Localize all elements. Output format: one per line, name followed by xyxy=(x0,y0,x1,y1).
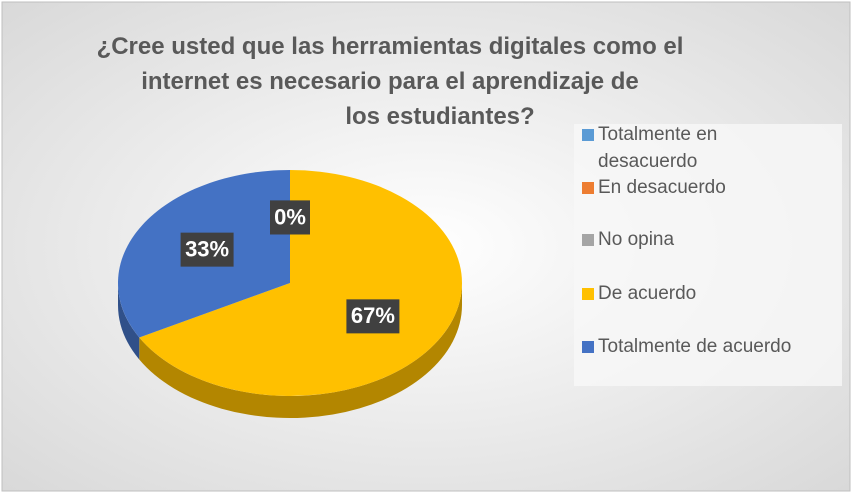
legend-box xyxy=(574,124,842,386)
data-label: 33% xyxy=(185,236,229,261)
data-label-box xyxy=(270,200,310,235)
legend-label: Totalmente en desacuerdo xyxy=(598,124,717,172)
pie-slice xyxy=(139,170,462,396)
legend-label: En desacuerdo xyxy=(598,177,726,198)
legend-swatch xyxy=(582,182,594,194)
data-label: 67% xyxy=(351,303,395,328)
data-label: 0% xyxy=(274,204,306,229)
legend: Totalmente en desacuerdo En desacuerdo No o… xyxy=(582,124,791,357)
chart-title: ¿Cree usted que las herramientas digital… xyxy=(97,33,684,130)
legend-label: No opina xyxy=(598,229,674,250)
chart-title-text: ¿Cree usted que las herramientas digital… xyxy=(97,33,684,130)
pie-slice-side xyxy=(118,283,140,360)
pie xyxy=(118,170,462,419)
pie-slice-side xyxy=(139,283,462,419)
data-label-box xyxy=(180,232,234,267)
legend-swatch xyxy=(582,129,594,141)
legend-swatch xyxy=(582,288,594,300)
legend-label: De acuerdo xyxy=(598,283,696,304)
legend-swatch xyxy=(582,234,594,246)
legend-swatch xyxy=(582,341,594,353)
legend-label: Totalmente de acuerdo xyxy=(598,336,791,357)
data-label-box xyxy=(346,299,400,334)
data-labels: 0%0%0%67%33% xyxy=(180,200,400,334)
